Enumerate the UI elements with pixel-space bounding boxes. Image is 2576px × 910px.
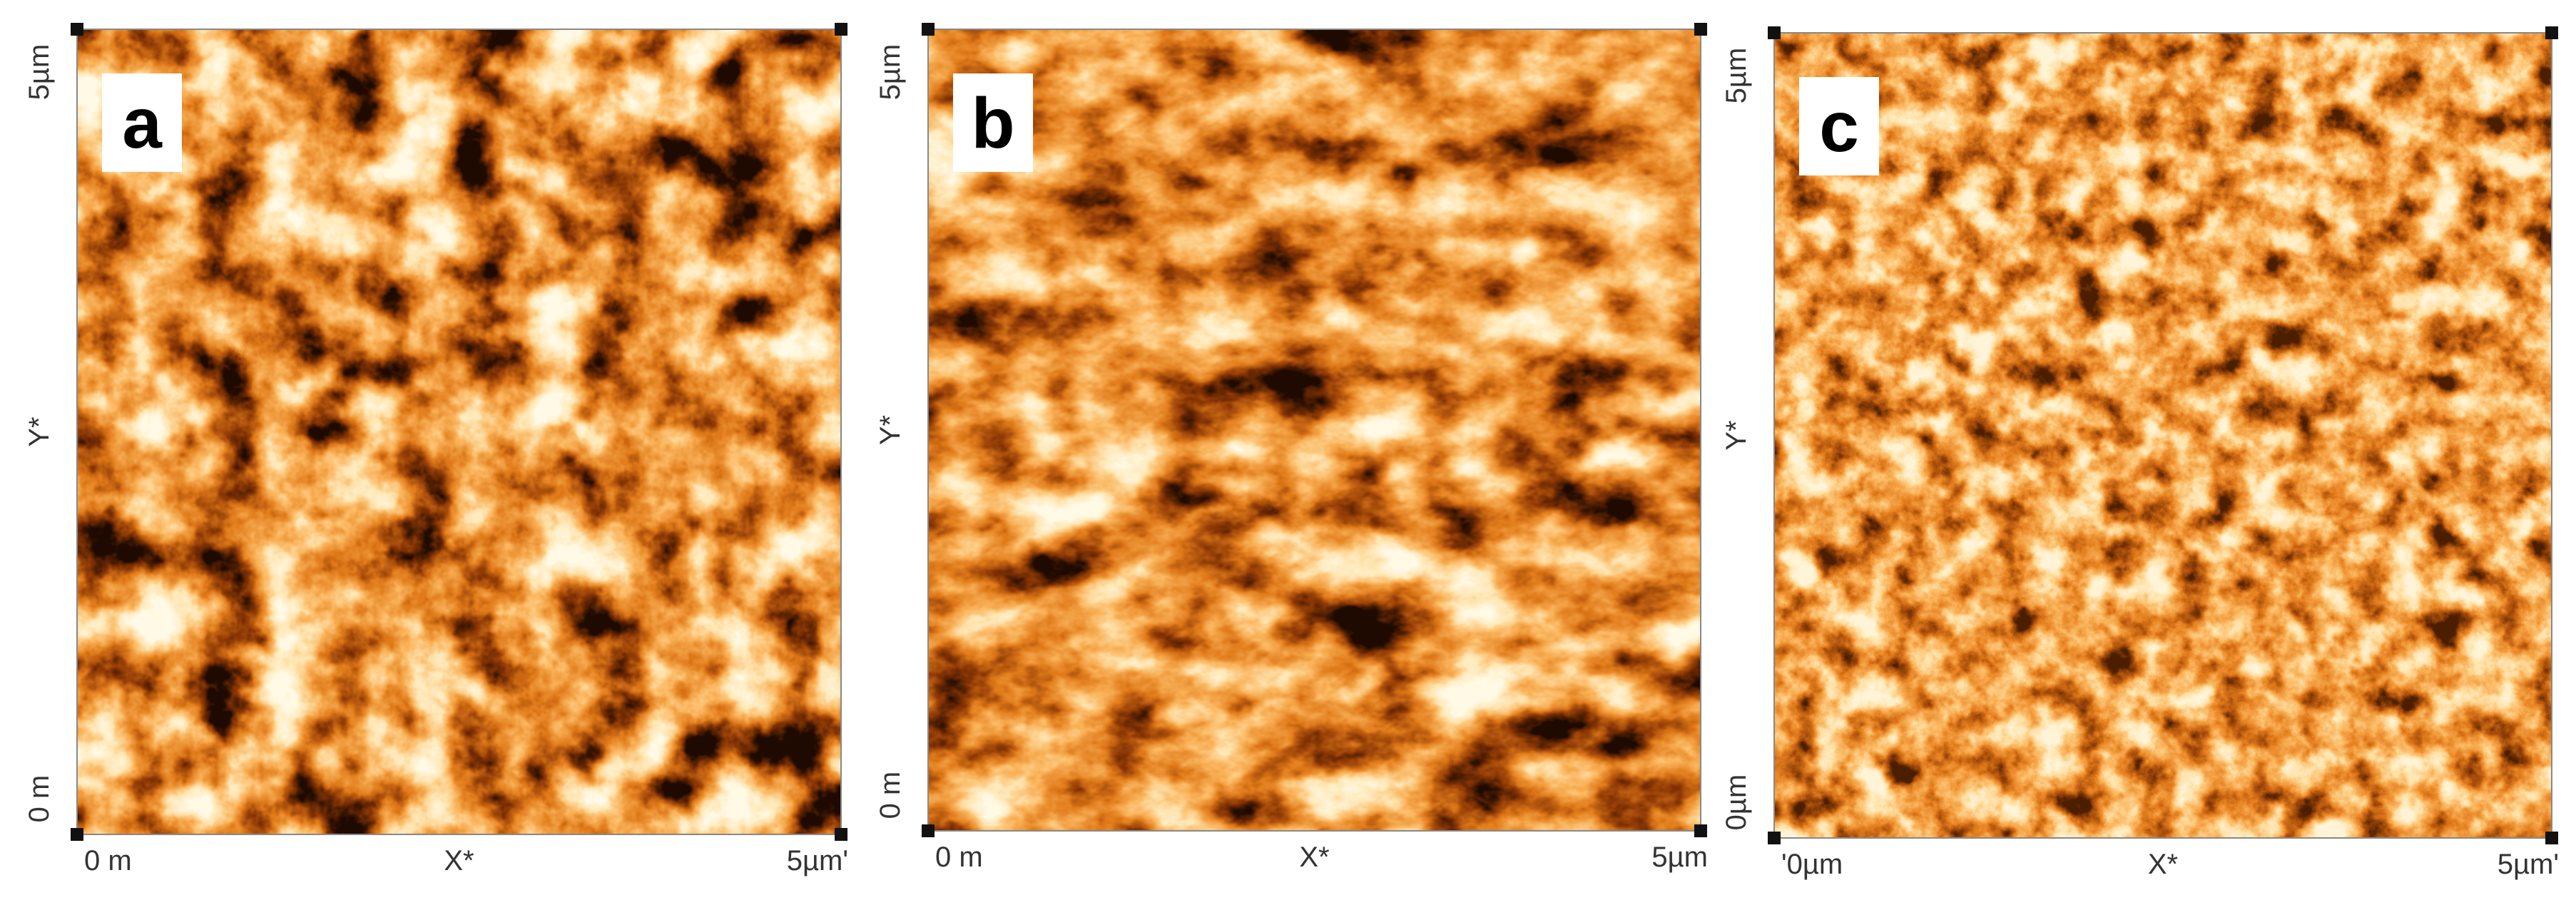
y-axis-label: Y* <box>875 415 906 445</box>
y-axis-label: Y* <box>1721 420 1752 450</box>
corner-handle <box>1768 26 1781 39</box>
panel-label: a <box>122 83 163 163</box>
corner-handle <box>922 824 935 837</box>
x-axis-label: 0 m <box>935 842 983 873</box>
corner-handle <box>1694 824 1707 837</box>
y-axis-label: 0µm <box>1721 774 1752 831</box>
afm-image <box>1774 33 2552 838</box>
y-axis-label: 0 m <box>875 772 906 819</box>
label-box <box>102 73 182 172</box>
corner-handle <box>2545 26 2558 39</box>
x-axis-label: '0µm <box>1781 849 1843 880</box>
corner-handle <box>922 23 935 36</box>
x-axis-label: 0 m <box>84 845 132 876</box>
panel-label: b <box>971 83 1014 163</box>
corner-handle <box>71 23 83 36</box>
afm-panel: c 5µm Y* 0µm '0µm X* 5µm' <box>1721 26 2559 880</box>
corner-handle <box>835 828 847 841</box>
corner-handle <box>71 828 83 841</box>
y-axis-label: 5µm <box>875 44 906 101</box>
x-axis-label: X* <box>1299 842 1329 873</box>
x-axis-label: X* <box>2148 849 2178 880</box>
image-frame <box>927 29 1701 832</box>
x-axis-label: 5µm' <box>2498 849 2559 880</box>
y-axis-label: 5µm <box>24 44 55 101</box>
image-frame <box>76 29 842 835</box>
corner-handle <box>835 23 847 36</box>
afm-image <box>928 29 1701 831</box>
label-box <box>953 73 1033 172</box>
corner-handle <box>1694 23 1707 36</box>
afm-panel: a 5µm Y* 0 m 0 m X* 5µm' <box>24 23 848 876</box>
y-axis-label: 0 m <box>24 775 55 823</box>
afm-image <box>77 29 841 834</box>
image-frame <box>1773 32 2552 839</box>
corner-handle <box>2545 832 2558 844</box>
afm-panel: b 5µm Y* 0 m 0 m X* 5µm <box>875 23 1708 873</box>
panel-label: c <box>1819 87 1859 167</box>
x-axis-label: X* <box>444 845 474 876</box>
x-axis-label: 5µm' <box>787 845 848 876</box>
y-axis-label: Y* <box>24 416 55 446</box>
corner-handle <box>1768 832 1781 844</box>
y-axis-label: 5µm <box>1721 48 1752 104</box>
x-axis-label: 5µm <box>1651 842 1708 873</box>
label-box <box>1799 77 1879 175</box>
